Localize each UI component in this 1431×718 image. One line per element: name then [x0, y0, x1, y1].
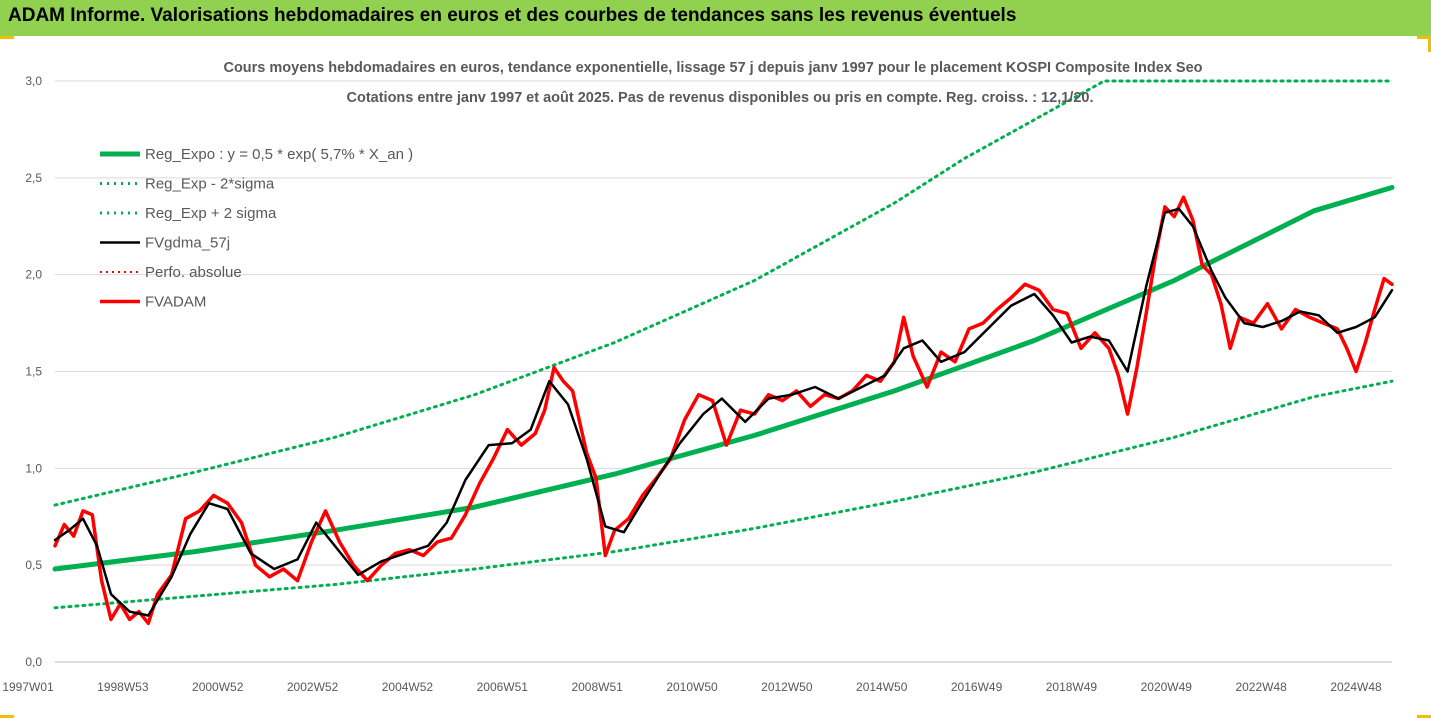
- series-line: [52, 185, 1395, 572]
- x-tick-label: 2006W51: [477, 680, 529, 694]
- legend-label: Reg_Expo : y = 0,5 * exp( 5,7% * X_an ): [145, 146, 413, 163]
- x-tick-label: 2016W49: [951, 680, 1003, 694]
- y-tick-label: 1,0: [25, 461, 42, 475]
- x-tick-label: 2002W52: [287, 680, 339, 694]
- gridlines: [55, 80, 1392, 663]
- x-tick-label: 2022W48: [1235, 680, 1287, 694]
- x-tick-label: 1998W53: [97, 680, 149, 694]
- legend-label: FVgdma_57j: [145, 235, 230, 252]
- legend-label: Reg_Exp - 2*sigma: [145, 176, 275, 193]
- x-tick-label: 2000W52: [192, 680, 244, 694]
- frame-corner-bottom-right: [1417, 715, 1431, 718]
- legend-label: FVADAM: [145, 294, 206, 311]
- frame-corner-top-left: [0, 36, 14, 39]
- frame-corner-bottom-left: [0, 715, 14, 718]
- frame-edge-right: [1428, 36, 1431, 52]
- legend: Reg_Expo : y = 0,5 * exp( 5,7% * X_an ) R…: [100, 146, 413, 311]
- x-tick-label: 2024W48: [1330, 680, 1382, 694]
- chart-subtitle: Cotations entre janv 1997 et août 2025. …: [346, 90, 1093, 106]
- y-tick-label: 2,0: [25, 268, 42, 282]
- y-tick-label: 0,0: [25, 655, 42, 669]
- y-tick-label: 2,5: [25, 171, 42, 185]
- x-tick-label: 2004W52: [382, 680, 434, 694]
- series-line: [53, 379, 1394, 610]
- legend-label: Reg_Exp + 2 sigma: [145, 205, 277, 222]
- frame-corner-top-right: [1417, 36, 1431, 39]
- y-tick-label: 1,5: [25, 365, 42, 379]
- x-tick-label: 2012W50: [761, 680, 813, 694]
- series-line: [53, 195, 1394, 626]
- x-tick-label: 2018W49: [1046, 680, 1098, 694]
- y-tick-label: 3,0: [25, 74, 42, 88]
- series-line: [53, 79, 1394, 507]
- x-tick-label: 2010W50: [666, 680, 718, 694]
- series-lines: [52, 79, 1395, 626]
- title-banner: ADAM Informe. Valorisations hebdomadaire…: [0, 0, 1431, 36]
- x-tick-label: 2008W51: [571, 680, 623, 694]
- chart-title: Cours moyens hebdomadaires en euros, ten…: [223, 60, 1202, 76]
- chart: 0,0 0,5 1,0 1,5 2,0 2,5 3,0 1997W01 1998W53 2000…: [2, 60, 1395, 694]
- y-tick-label: 0,5: [25, 558, 42, 572]
- x-axis-tick-labels: 1997W01 1998W53 2000W52 2002W52 2004W52 2006W…: [2, 680, 1382, 694]
- x-tick-label: 1997W01: [2, 680, 54, 694]
- y-axis-tick-labels: 0,0 0,5 1,0 1,5 2,0 2,5 3,0: [25, 74, 42, 669]
- x-tick-label: 2014W50: [856, 680, 908, 694]
- page-title: ADAM Informe. Valorisations hebdomadaire…: [8, 5, 1017, 26]
- series-line: [53, 207, 1394, 617]
- x-tick-label: 2020W49: [1141, 680, 1193, 694]
- legend-label: Perfo. absolue: [145, 264, 242, 281]
